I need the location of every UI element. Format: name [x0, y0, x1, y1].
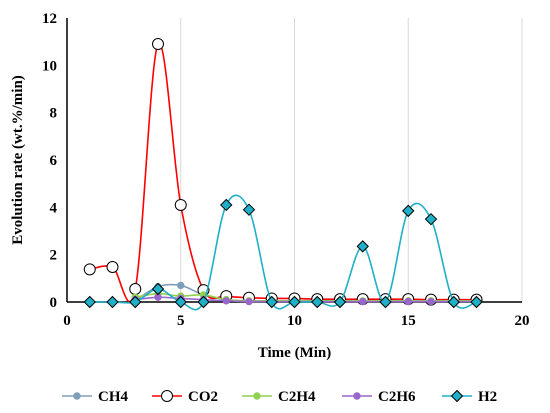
legend-label-co2: CO2: [188, 389, 218, 405]
data-point-h2: [129, 295, 142, 309]
data-point-h2: [83, 295, 96, 309]
y-tick-label: 8: [50, 106, 58, 122]
legend-marker-ch4: [73, 392, 81, 400]
series-co2: [83, 38, 483, 306]
data-point-h2: [356, 240, 369, 253]
series-line-co2: [89, 42, 477, 303]
data-point-h2: [311, 295, 324, 309]
y-tick-label: 12: [42, 11, 57, 27]
data-point-c2h6: [404, 297, 412, 306]
data-point-c2h6: [245, 297, 253, 306]
y-tick-label: 4: [50, 200, 58, 216]
x-tick-label: 10: [287, 313, 302, 329]
data-point-h2: [424, 212, 438, 226]
legend-label-c2h4: C2H4: [278, 389, 316, 405]
legend: CH4 CO2 C2H4 C2H6 H2: [62, 389, 497, 405]
y-axis-title: Evolution rate (wt.%/min): [10, 75, 26, 245]
data-point-h2: [220, 198, 233, 212]
data-point-h2: [265, 295, 278, 309]
legend-label-h2: H2: [478, 389, 497, 405]
legend-marker-h2: [450, 389, 464, 403]
tick-labels: 0 5 10 15 20 0 2 4 6 8 10 12: [42, 11, 530, 329]
data-point-h2: [333, 295, 347, 309]
data-point-h2: [379, 295, 392, 309]
legend-item-c2h6: C2H6: [342, 389, 416, 405]
y-tick-label: 2: [50, 248, 58, 264]
x-axis-title: Time (Min): [258, 345, 331, 361]
data-point-c2h6: [222, 297, 230, 305]
x-tick-label: 5: [177, 313, 185, 329]
data-point-ch4: [177, 281, 185, 290]
y-tick-label: 10: [42, 58, 57, 74]
data-point-h2: [151, 282, 165, 296]
legend-label-c2h6: C2H6: [378, 389, 416, 405]
legend-label-ch4: CH4: [98, 389, 129, 405]
data-point-h2: [174, 295, 187, 309]
grid: [180, 18, 523, 302]
y-tick-label: 0: [50, 295, 58, 311]
x-tick-label: 0: [63, 313, 71, 329]
data-point-co2: [174, 198, 187, 211]
data-point-c2h6: [359, 297, 367, 306]
data-point-h2: [197, 295, 210, 309]
legend-marker-co2: [161, 390, 173, 402]
series-h2: [83, 194, 483, 311]
x-tick-label: 20: [515, 313, 530, 329]
data-point-co2: [129, 282, 142, 295]
data-point-c2h6: [427, 297, 435, 306]
data-point-h2: [470, 295, 483, 309]
legend-item-h2: H2: [442, 389, 497, 405]
x-tick-label: 15: [401, 313, 416, 329]
plot-area: [83, 38, 483, 311]
legend-item-co2: CO2: [152, 389, 218, 405]
data-point-h2: [288, 295, 301, 309]
legend-marker-c2h6: [353, 392, 361, 400]
data-point-h2: [242, 203, 256, 216]
legend-item-ch4: CH4: [62, 389, 129, 405]
legend-item-c2h4: C2H4: [242, 389, 316, 405]
data-point-co2: [106, 260, 119, 273]
data-point-co2: [152, 38, 164, 51]
data-point-co2: [83, 263, 96, 276]
data-point-h2: [447, 295, 460, 309]
legend-marker-c2h4: [253, 392, 261, 400]
data-point-h2: [106, 295, 119, 309]
data-point-h2: [402, 204, 415, 218]
y-tick-label: 6: [50, 153, 58, 169]
